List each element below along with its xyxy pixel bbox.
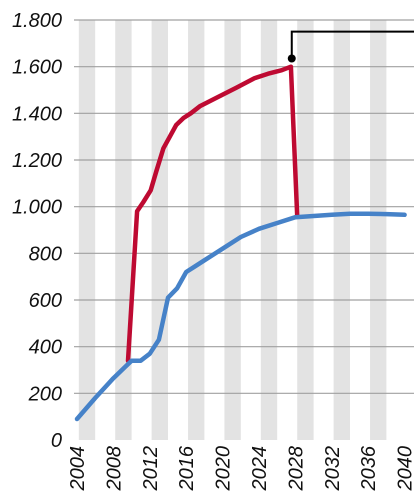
grid-band-7 bbox=[333, 20, 350, 440]
series-line-0 bbox=[125, 64, 300, 363]
y-tick-label-4: 800 bbox=[29, 243, 62, 265]
x-tick-label-3: 2016 bbox=[176, 445, 198, 491]
y-axis-ticks: 0 200 400 600 800 1.000 1.200 1.400 1.600 1.800 bbox=[12, 10, 62, 452]
grid-band-8 bbox=[370, 20, 387, 440]
grid-bands bbox=[78, 20, 387, 440]
x-tick-label-6: 2028 bbox=[285, 446, 307, 492]
y-tick-label-3: 600 bbox=[29, 290, 62, 312]
series-line-1 bbox=[74, 211, 407, 422]
callout-leader-line bbox=[290, 30, 414, 59]
x-tick-label-8: 2036 bbox=[358, 445, 380, 491]
y-tick-label-5: 1.000 bbox=[12, 197, 62, 219]
y-tick-label-1: 200 bbox=[28, 383, 62, 405]
x-tick-label-9: 2040 bbox=[395, 446, 414, 492]
callout-dot bbox=[287, 54, 296, 63]
y-tick-label-0: 0 bbox=[51, 430, 62, 452]
y-tick-label-9: 1.800 bbox=[12, 10, 62, 32]
grid-band-4 bbox=[224, 20, 241, 440]
x-tick-label-0: 2004 bbox=[67, 446, 89, 492]
y-tick-label-6: 1.200 bbox=[12, 150, 62, 172]
x-axis-ticks: 2004 2008 2012 2016 2020 2024 2028 2032 2036 2040 bbox=[67, 445, 414, 491]
x-tick-label-2: 2012 bbox=[140, 446, 162, 492]
y-tick-label-2: 400 bbox=[29, 337, 62, 359]
x-tick-label-7: 2032 bbox=[322, 446, 344, 492]
grid-lines bbox=[74, 19, 414, 394]
callout bbox=[287, 30, 414, 63]
y-tick-label-8: 1.600 bbox=[12, 57, 62, 79]
grid-band-2 bbox=[151, 20, 168, 440]
grid-band-0 bbox=[78, 20, 96, 440]
grid-band-6 bbox=[297, 20, 314, 440]
y-tick-label-7: 1.400 bbox=[12, 103, 62, 125]
grid-band-5 bbox=[260, 20, 278, 440]
x-tick-label-4: 2020 bbox=[213, 446, 235, 492]
x-tick-label-1: 2008 bbox=[103, 446, 125, 492]
series-lines bbox=[74, 64, 407, 422]
x-tick-label-5: 2024 bbox=[249, 446, 271, 492]
grid-band-3 bbox=[188, 20, 205, 440]
